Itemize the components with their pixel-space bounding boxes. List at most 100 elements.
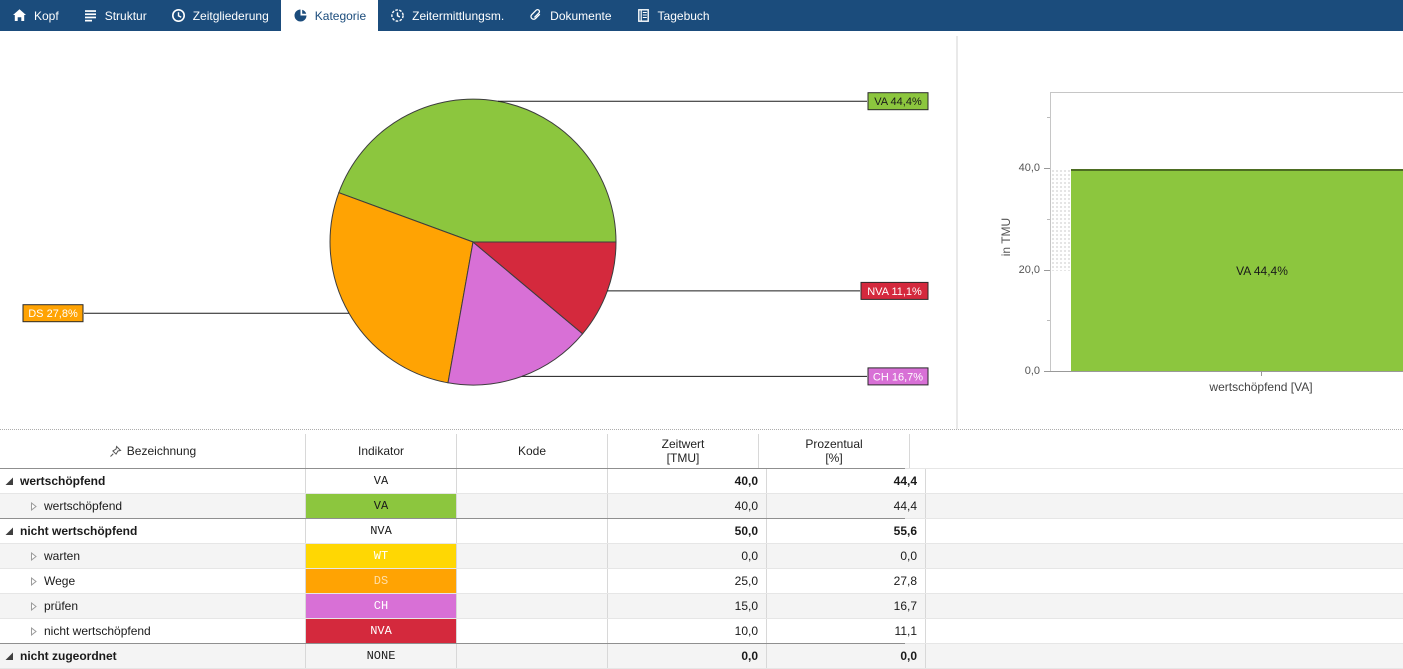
charts-area: VA 44,4% DS 27,8% CH 16,7% NVA 11,1% in TMU…	[0, 31, 1403, 429]
pie-label-va: VA 44,4%	[874, 96, 922, 108]
bar-va	[1071, 169, 1403, 372]
column-header-label: Bezeichnung	[126, 444, 197, 458]
expander-open-icon[interactable]	[5, 527, 14, 536]
expander-open-icon[interactable]	[5, 477, 14, 486]
pie-slice-ch	[447, 241, 584, 386]
category-table: Bezeichnung Indikator Kode Zeitwert [TMU…	[0, 429, 1403, 669]
pie-label-nva: NVA 11,1%	[867, 286, 922, 298]
table-row[interactable]: Wege DS 25,0 27,8	[0, 569, 1403, 594]
clock-icon	[171, 8, 186, 23]
y-minor-tick-mark	[1047, 218, 1050, 220]
indicator-code: VA	[373, 499, 389, 513]
y-tick-label: 20,0	[1018, 263, 1040, 276]
indicator-code: NVA	[370, 624, 392, 638]
row-filler	[926, 619, 1403, 643]
tab-dokumente[interactable]: Dokumente	[516, 0, 623, 31]
cell-bezeichnung: nicht wertschöpfend	[0, 519, 306, 543]
table-row[interactable]: wertschöpfend VA 40,0 44,4	[0, 468, 1403, 494]
prozentual-value: 55,6	[893, 524, 917, 538]
tab-tagebuch[interactable]: Tagebuch	[624, 0, 722, 31]
cell-prozentual: 16,7	[767, 594, 926, 618]
row-filler	[926, 569, 1403, 593]
expander-open-icon[interactable]	[5, 652, 14, 661]
table-row[interactable]: warten WT 0,0 0,0	[0, 544, 1403, 569]
home-icon	[12, 8, 27, 23]
column-header-prozentual[interactable]: Prozentual [%]	[759, 434, 910, 468]
cell-indikator: DS	[306, 569, 457, 593]
table-row[interactable]: nicht wertschöpfend NVA 10,0 11,1	[0, 619, 1403, 644]
group-separator-line	[0, 518, 905, 519]
expander-collapsed-icon[interactable]	[29, 501, 38, 511]
pie-slice-ds	[329, 192, 474, 384]
cell-indikator: WT	[306, 544, 457, 568]
category-table-body: wertschöpfend VA 40,0 44,4 wertschöpfend VA 40…	[0, 468, 1403, 669]
row-filler	[926, 494, 1403, 518]
row-filler	[926, 519, 1403, 543]
cell-bezeichnung: wertschöpfend	[0, 469, 306, 493]
cell-zeitwert: 10,0	[608, 619, 767, 643]
table-row[interactable]: prüfen CH 15,0 16,7	[0, 594, 1403, 619]
bar-chart: in TMU VA 44,4% 0,0 20,0 40,0 wertschöpfen…	[957, 31, 1403, 429]
column-header-unit: [%]	[825, 451, 843, 465]
expander-collapsed-icon[interactable]	[29, 626, 38, 636]
zeitwert-value: 40,0	[734, 499, 758, 513]
row-filler	[926, 469, 1403, 493]
cell-zeitwert: 40,0	[608, 494, 767, 518]
cell-zeitwert: 50,0	[608, 519, 767, 543]
cell-prozentual: 27,8	[767, 569, 926, 593]
group-separator-line	[0, 468, 905, 469]
y-minor-tick-mark	[1047, 117, 1050, 119]
cell-kode	[457, 469, 608, 493]
cell-zeitwert: 0,0	[608, 644, 767, 668]
tab-struktur[interactable]: Struktur	[71, 0, 159, 31]
cell-indikator: NONE	[306, 644, 457, 668]
column-header-bezeichnung[interactable]: Bezeichnung	[0, 434, 306, 468]
y-tick-label: 0,0	[1024, 365, 1040, 377]
column-header-indikator[interactable]: Indikator	[306, 434, 457, 468]
cell-bezeichnung: nicht wertschöpfend	[0, 619, 306, 643]
bar-value-label: VA 44,4%	[1236, 264, 1288, 278]
cell-zeitwert: 15,0	[608, 594, 767, 618]
cell-kode	[457, 594, 608, 618]
structure-icon	[83, 8, 98, 23]
cell-prozentual: 11,1	[767, 619, 926, 643]
indicator-code: WT	[373, 549, 389, 563]
prozentual-value: 11,1	[894, 624, 917, 638]
cell-indikator: CH	[306, 594, 457, 618]
indicator-code: NONE	[366, 649, 396, 663]
cell-bezeichnung: wertschöpfend	[0, 494, 306, 518]
cell-kode	[457, 544, 608, 568]
pie-label-box-va	[867, 92, 929, 111]
row-label: prüfen	[44, 599, 79, 613]
tab-zeitermittlungsm-[interactable]: Zeitermittlungsm.	[378, 0, 516, 31]
tab-kategorie[interactable]: Kategorie	[280, 0, 379, 31]
table-row[interactable]: wertschöpfend VA 40,0 44,4	[0, 494, 1403, 519]
expander-collapsed-icon[interactable]	[29, 601, 38, 611]
stopwatch-icon	[390, 8, 405, 23]
y-tick-mark	[1044, 371, 1050, 372]
expander-collapsed-icon[interactable]	[29, 551, 38, 561]
row-filler	[926, 544, 1403, 568]
cell-zeitwert: 40,0	[608, 469, 767, 493]
tab-label: Dokumente	[550, 8, 612, 23]
panel-divider	[956, 36, 958, 429]
cell-prozentual: 44,4	[767, 469, 926, 493]
pie-slice-nva	[471, 241, 617, 335]
prozentual-value: 16,7	[893, 599, 917, 613]
cell-kode	[457, 569, 608, 593]
row-label: wertschöpfend	[20, 474, 106, 488]
column-header-kode[interactable]: Kode	[457, 434, 608, 468]
pie-chart-icon	[293, 8, 308, 23]
tab-label: Struktur	[104, 8, 147, 23]
cell-bezeichnung: Wege	[0, 569, 306, 593]
zeitwert-value: 50,0	[734, 524, 758, 538]
prozentual-value: 27,8	[893, 574, 917, 588]
tab-kopf[interactable]: Kopf	[0, 0, 71, 31]
pie-chart: VA 44,4% DS 27,8% CH 16,7% NVA 11,1%	[22, 92, 929, 386]
expander-collapsed-icon[interactable]	[29, 576, 38, 586]
tab-zeitgliederung[interactable]: Zeitgliederung	[159, 0, 281, 31]
group-separator-line	[0, 643, 905, 644]
table-row[interactable]: nicht wertschöpfend NVA 50,0 55,6	[0, 518, 1403, 544]
column-header-zeitwert[interactable]: Zeitwert [TMU]	[608, 434, 759, 468]
table-row[interactable]: nicht zugeordnet NONE 0,0 0,0	[0, 643, 1403, 669]
